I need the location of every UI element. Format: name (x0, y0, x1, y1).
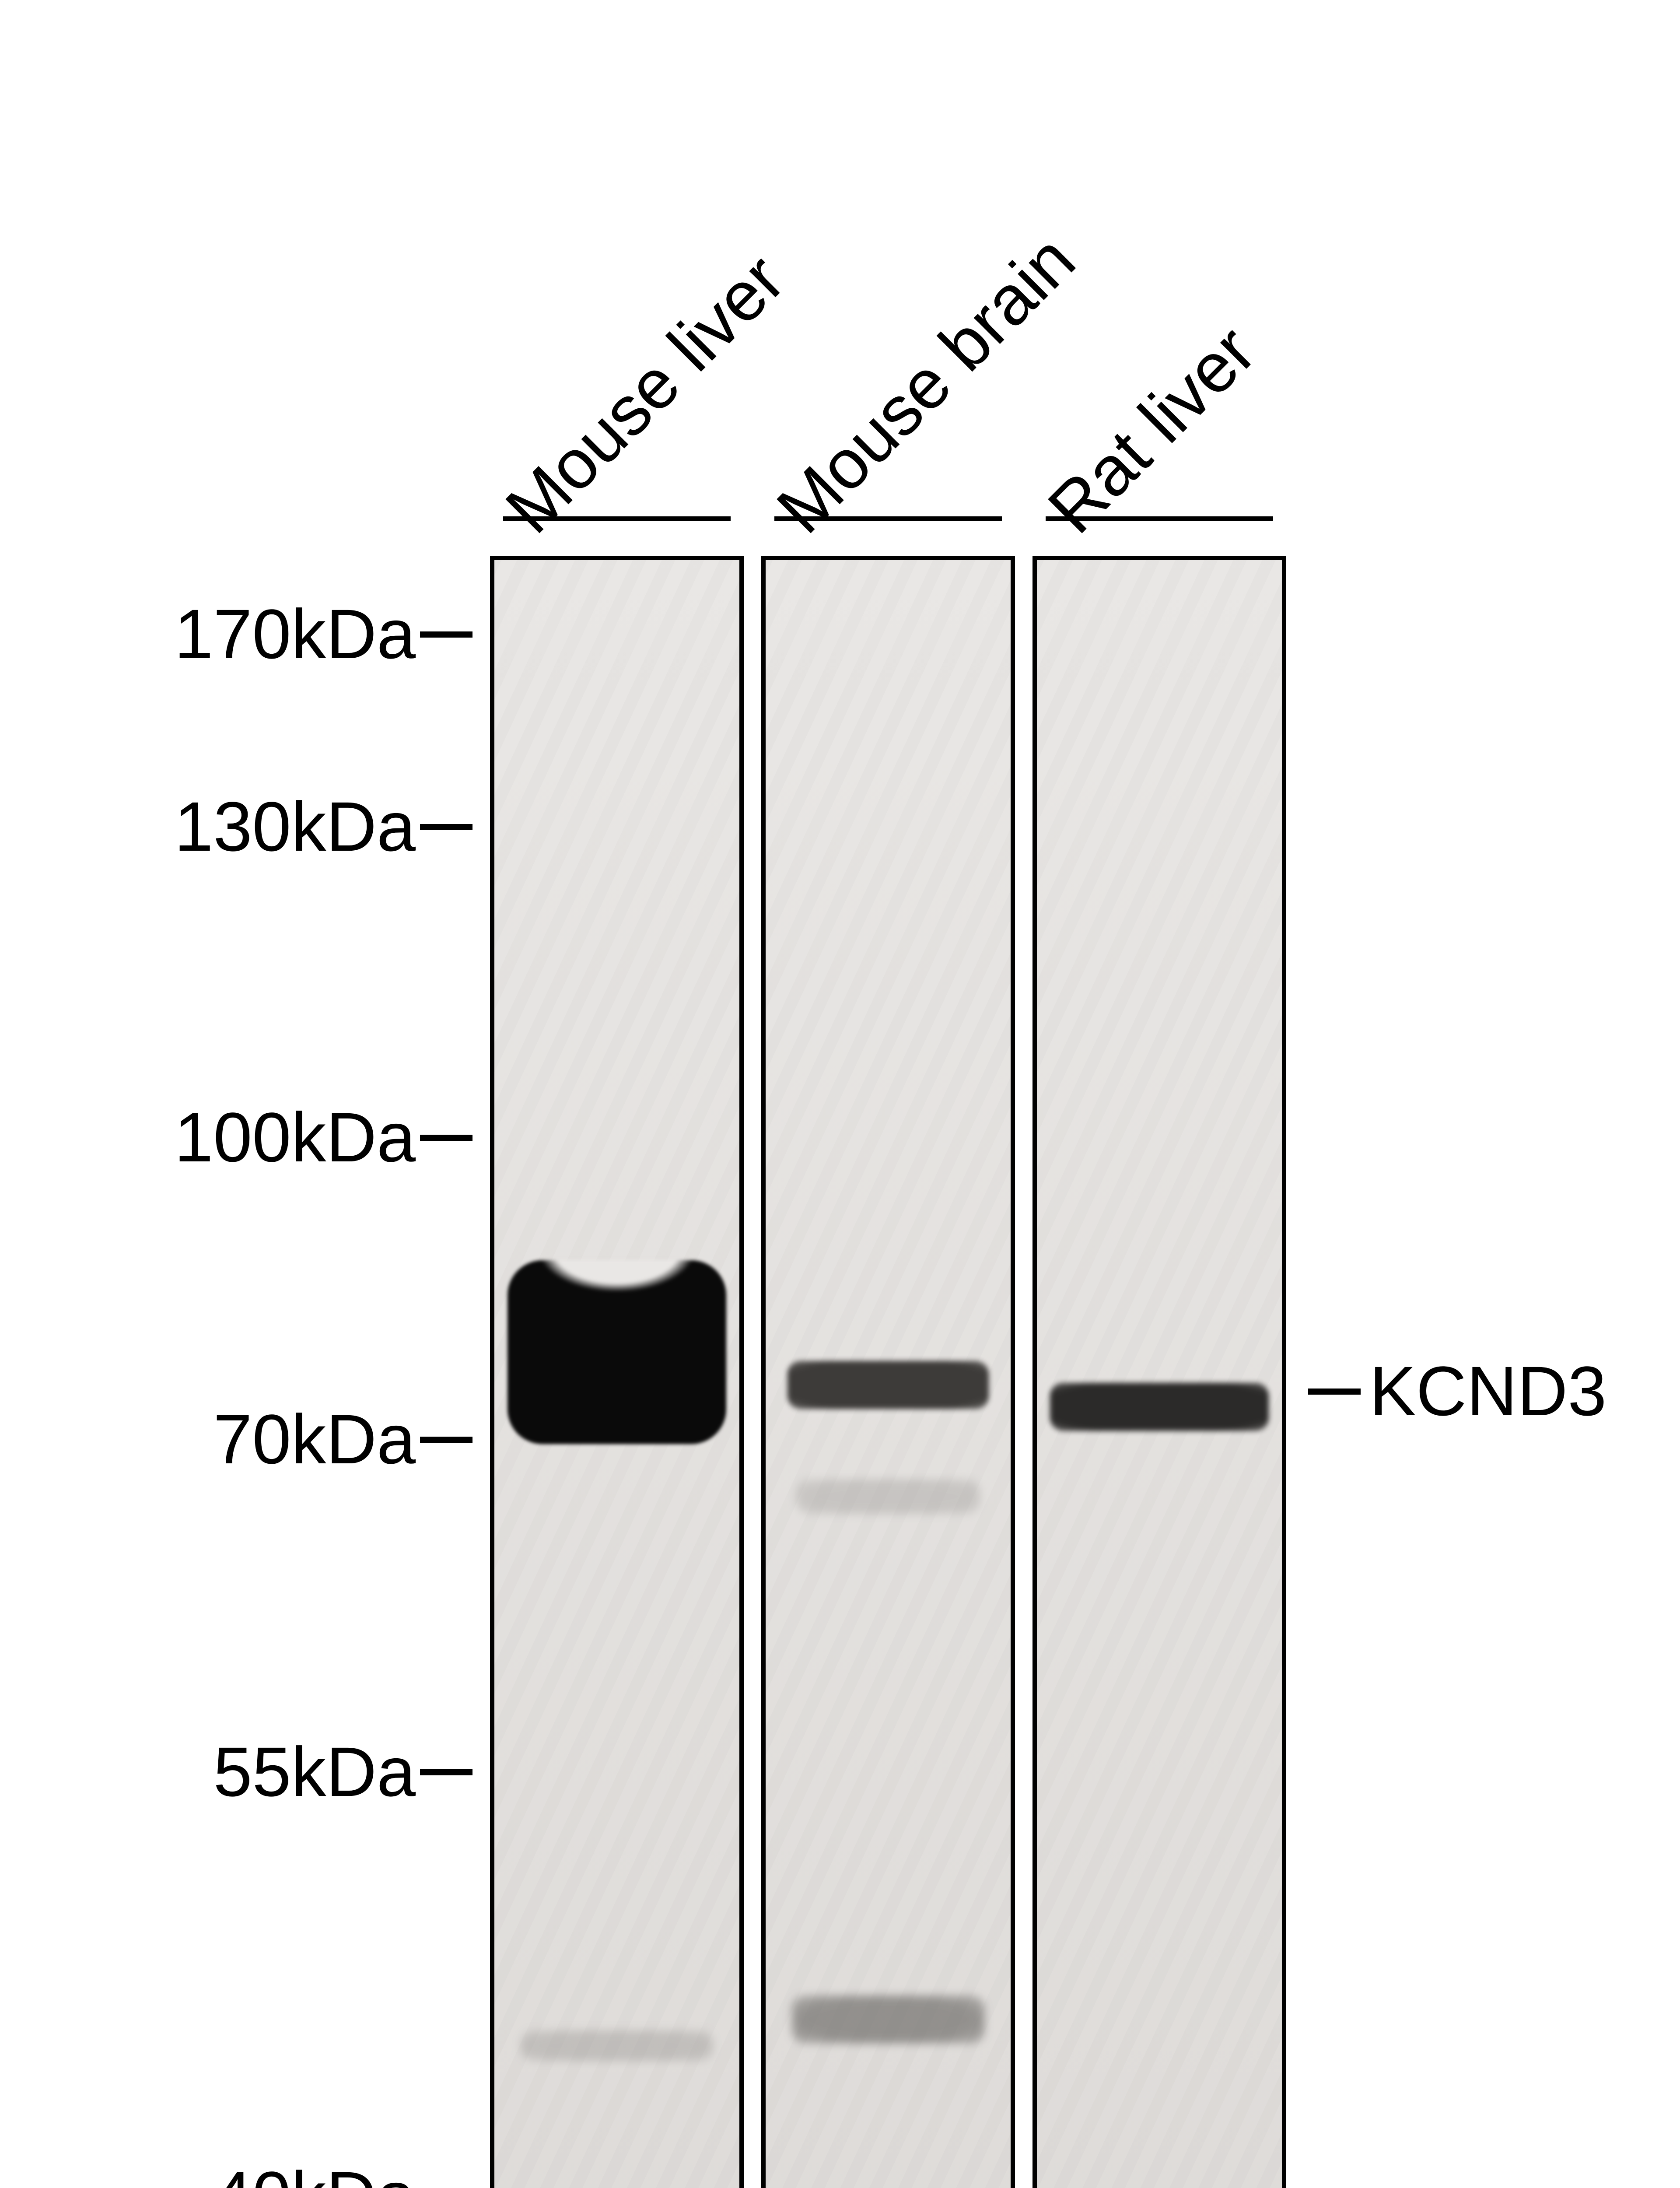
mw-marker-label-4: 55kDa (214, 1732, 416, 1812)
gel-lane-border (1011, 556, 1015, 2188)
mw-marker-tick-3 (420, 1437, 472, 1443)
blot-band-3 (796, 1479, 980, 1514)
gel-lane-2 (1032, 556, 1286, 2188)
gel-lane-border (1032, 556, 1286, 560)
gel-lane-border (739, 556, 744, 2188)
lane-label-2: Rat liver (1032, 310, 1271, 549)
lane-underline-1 (774, 516, 1002, 521)
blot-band-5 (1050, 1383, 1269, 1431)
gel-lane-border (490, 556, 494, 2188)
gel-lane-border (1032, 556, 1037, 2188)
mw-marker-tick-2 (420, 1135, 472, 1141)
gel-lane-border (1282, 556, 1286, 2188)
mw-marker-label-3: 70kDa (214, 1399, 416, 1480)
target-label: KCND3 (1369, 1351, 1606, 1431)
blot-band-1 (521, 2030, 713, 2061)
gel-lane-border (761, 556, 1015, 560)
lane-underline-2 (1046, 516, 1273, 521)
mw-marker-tick-4 (420, 1769, 472, 1775)
mw-marker-tick-0 (420, 631, 472, 638)
blot-band-4 (792, 1995, 984, 2044)
gel-lane-border (761, 556, 766, 2188)
mw-marker-label-0: 170kDa (175, 594, 416, 674)
blot-band-2 (788, 1361, 989, 1409)
mw-marker-label-5: 40kDa (214, 2156, 416, 2188)
lane-label-0: Mouse liver (490, 238, 800, 549)
gel-lane-border (490, 556, 744, 560)
lane-underline-0 (503, 516, 731, 521)
mw-marker-tick-1 (420, 824, 472, 830)
target-tick (1308, 1389, 1361, 1395)
mw-marker-label-2: 100kDa (175, 1097, 416, 1178)
mw-marker-label-1: 130kDa (175, 786, 416, 867)
western-blot-figure: Mouse liverMouse brainRat liver170kDa130… (0, 0, 1680, 2188)
blot-band-0 (508, 1260, 726, 1444)
